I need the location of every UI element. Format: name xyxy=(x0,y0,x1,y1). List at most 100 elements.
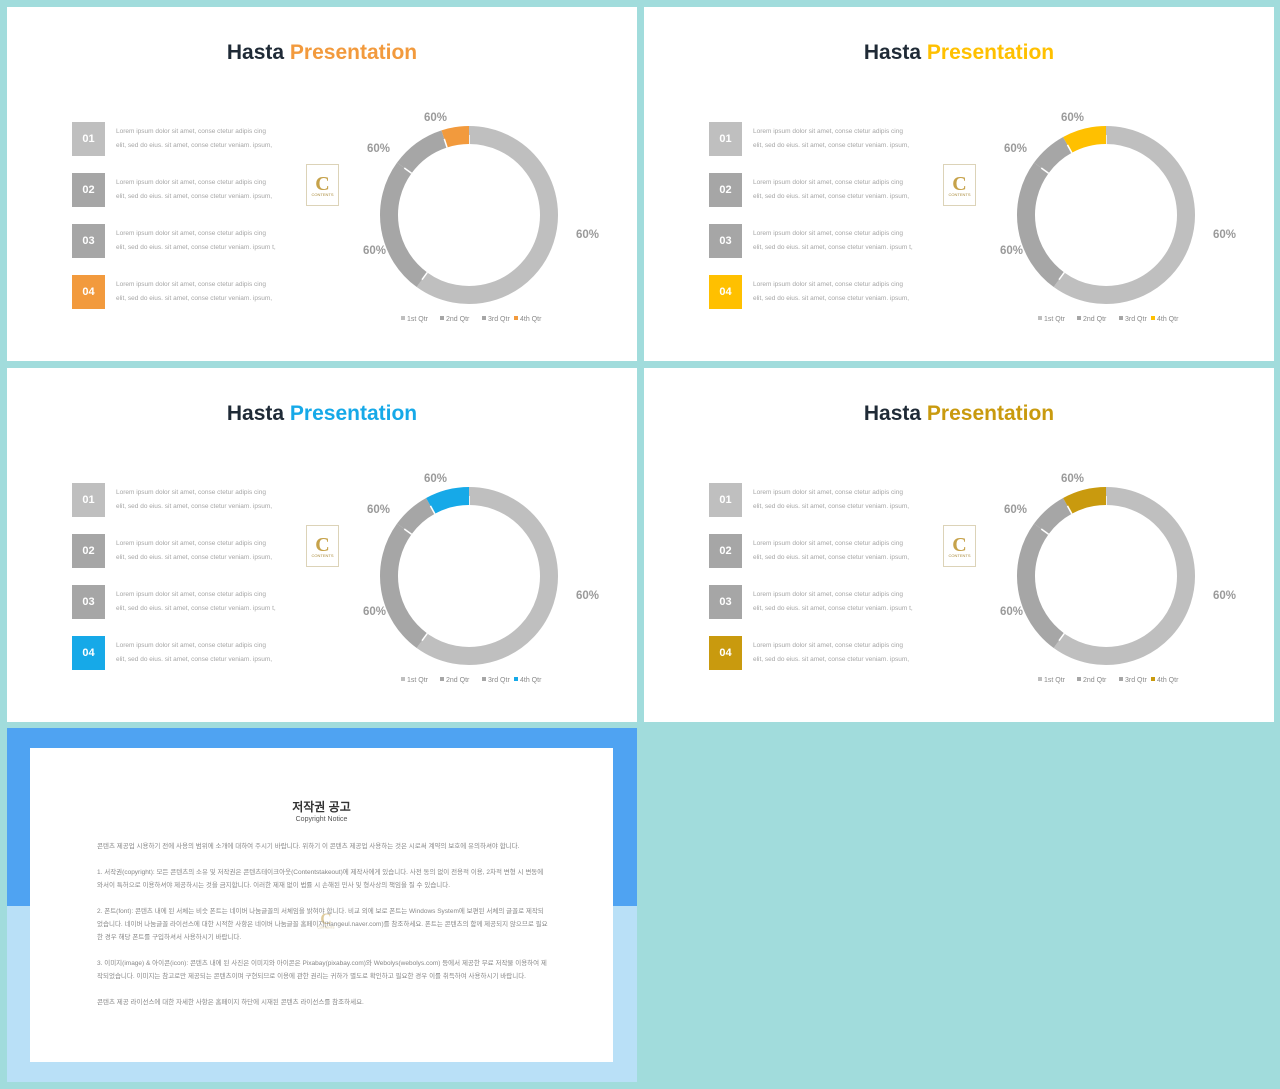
donut-chart: 60% 60% 60% 60% 1st Qtr 2nd Qtr 3rd Qtr 4th Qtr xyxy=(974,97,1274,337)
donut-chart-svg: 60% 60% 60% 60% 1st Qtr 2nd Qtr 3rd Qtr 4th Qtr xyxy=(1000,473,1236,684)
list-item: 03 Lorem ipsum dolor sit amet, conse ctet… xyxy=(72,224,332,258)
item-number-badge: 01 xyxy=(72,122,105,156)
donut-slice xyxy=(396,130,448,174)
item-number-badge: 02 xyxy=(72,534,105,568)
title-part-1: Hasta xyxy=(226,41,285,64)
slide-4[interactable]: Hasta Presentation 01 Lorem ipsum dolor s… xyxy=(644,368,1274,722)
item-line-1: Lorem ipsum dolor sit amet, conse ctetur… xyxy=(753,179,903,186)
copyright-card: 저작권 공고 Copyright Notice C CONTENTS 콘텐츠 제공… xyxy=(30,748,613,1062)
copyright-paragraph: 콘텐츠 제공업 시용하기 전에 사용의 범위에 소개에 대하여 주시기 바랍니다… xyxy=(97,843,520,850)
item-text: Lorem ipsum dolor sit amet, conse ctetur… xyxy=(753,486,953,514)
legend-item: 2nd Qtr xyxy=(440,316,470,323)
slice-separator xyxy=(1066,144,1073,154)
legend-label: 2nd Qtr xyxy=(446,677,470,684)
item-text: Lorem ipsum dolor sit amet, conse ctetur… xyxy=(116,486,316,514)
list-item: 01 Lorem ipsum dolor sit amet, conse ctet… xyxy=(72,122,332,156)
list-item: 03 Lorem ipsum dolor sit amet, conse ctet… xyxy=(709,585,969,619)
data-label: 60% xyxy=(576,590,599,602)
item-line-2: elit, sed do eius. sit amet, conse ctetu… xyxy=(753,554,910,561)
item-line-1: Lorem ipsum dolor sit amet, conse ctetur… xyxy=(753,540,903,547)
data-label: 60% xyxy=(576,229,599,241)
donut-slice xyxy=(416,126,558,304)
contents-logo-icon: C CONTENTS xyxy=(943,164,976,206)
legend-item: 2nd Qtr xyxy=(1077,316,1107,323)
slide-2[interactable]: Hasta Presentation 01 Lorem ipsum dolor s… xyxy=(644,7,1274,361)
slice-separator xyxy=(403,167,413,174)
title-part-1: Hasta xyxy=(863,402,922,425)
donut-chart-svg: 60% 60% 60% 60% 1st Qtr 2nd Qtr 3rd Qtr 4th Qtr xyxy=(1000,112,1236,323)
item-text: Lorem ipsum dolor sit amet, conse ctetur… xyxy=(753,227,953,255)
legend-label: 1st Qtr xyxy=(407,677,429,684)
legend-label: 3rd Qtr xyxy=(1125,316,1147,323)
item-line-1: Lorem ipsum dolor sit amet, conse ctetur… xyxy=(753,642,903,649)
item-text: Lorem ipsum dolor sit amet, conse ctetur… xyxy=(753,125,953,153)
logo-word: CONTENTS xyxy=(312,192,334,197)
slide-title: Hasta Presentation xyxy=(7,402,637,426)
list-item: 03 Lorem ipsum dolor sit amet, conse ctet… xyxy=(709,224,969,258)
legend-item: 1st Qtr xyxy=(1038,316,1066,323)
slice-separator xyxy=(1040,528,1050,535)
slide-title: Hasta Presentation xyxy=(644,41,1274,65)
donut-slice xyxy=(1063,126,1107,153)
item-text: Lorem ipsum dolor sit amet, conse ctetur… xyxy=(116,588,316,616)
item-text: Lorem ipsum dolor sit amet, conse ctetur… xyxy=(753,537,953,565)
logo-letter: C xyxy=(315,534,329,556)
legend-swatch xyxy=(1151,677,1155,681)
item-line-2: elit, sed do eius. sit amet, conse ctetu… xyxy=(753,142,910,149)
legend-swatch xyxy=(482,316,486,320)
legend-label: 1st Qtr xyxy=(407,316,429,323)
item-text: Lorem ipsum dolor sit amet, conse ctetur… xyxy=(116,125,316,153)
copyright-body: 콘텐츠 제공업 시용하기 전에 사용의 범위에 소개에 대하여 주시기 바랍니다… xyxy=(97,840,549,1022)
item-number-badge: 03 xyxy=(709,585,742,619)
item-number-badge: 03 xyxy=(72,585,105,619)
item-text: Lorem ipsum dolor sit amet, conse ctetur… xyxy=(753,639,953,667)
legend-item: 1st Qtr xyxy=(401,677,429,684)
data-label: 60% xyxy=(1061,473,1084,485)
slide-title: Hasta Presentation xyxy=(644,402,1274,426)
item-line-1: Lorem ipsum dolor sit amet, conse ctetur… xyxy=(753,591,903,598)
item-line-2: elit, sed do eius. sit amet, conse ctetu… xyxy=(753,295,910,302)
legend-item: 4th Qtr xyxy=(1151,316,1179,323)
copyright-paragraph: 2. 폰트(font): 콘텐츠 내에 된 서체는 비슷 폰트는 네이버 나눔글… xyxy=(97,908,548,941)
item-text: Lorem ipsum dolor sit amet, conse ctetur… xyxy=(116,639,316,667)
legend-swatch xyxy=(1119,677,1123,681)
data-label: 60% xyxy=(424,112,447,124)
donut-slice xyxy=(1053,126,1195,304)
logo-word: CONTENTS xyxy=(949,553,971,558)
donut-slice xyxy=(380,162,428,287)
legend-swatch xyxy=(514,316,518,320)
slice-separator xyxy=(403,528,413,535)
item-line-1: Lorem ipsum dolor sit amet, conse ctetur… xyxy=(116,128,266,135)
donut-slice xyxy=(1033,137,1073,174)
copyright-slide[interactable]: 저작권 공고 Copyright Notice C CONTENTS 콘텐츠 제공… xyxy=(7,728,637,1082)
copyright-subtitle: Copyright Notice xyxy=(295,816,348,823)
item-line-1: Lorem ipsum dolor sit amet, conse ctetur… xyxy=(116,230,266,237)
item-line-2: elit, sed do eius. sit amet, conse ctetu… xyxy=(753,605,913,612)
item-line-1: Lorem ipsum dolor sit amet, conse ctetur… xyxy=(753,128,903,135)
legend-item: 4th Qtr xyxy=(1151,677,1179,684)
slice-separator xyxy=(421,271,428,281)
item-line-1: Lorem ipsum dolor sit amet, conse ctetur… xyxy=(116,540,266,547)
copyright-title: 저작권 공고 xyxy=(292,800,351,814)
item-line-2: elit, sed do eius. sit amet, conse ctetu… xyxy=(116,656,273,663)
legend-item: 1st Qtr xyxy=(401,316,429,323)
legend-label: 4th Qtr xyxy=(520,677,542,684)
list-item: 01 Lorem ipsum dolor sit amet, conse ctet… xyxy=(709,122,969,156)
donut-slice xyxy=(441,126,470,148)
data-label: 60% xyxy=(1000,245,1023,257)
logo-word: CONTENTS xyxy=(949,192,971,197)
item-line-1: Lorem ipsum dolor sit amet, conse ctetur… xyxy=(116,179,266,186)
donut-slice xyxy=(380,523,428,648)
list-item: 04 Lorem ipsum dolor sit amet, conse ctet… xyxy=(709,636,969,670)
donut-chart-svg: 60% 60% 60% 60% 1st Qtr 2nd Qtr 3rd Qtr 4th Qtr xyxy=(363,473,599,684)
item-line-2: elit, sed do eius. sit amet, conse ctetu… xyxy=(116,605,276,612)
item-line-1: Lorem ipsum dolor sit amet, conse ctetur… xyxy=(116,489,266,496)
slide-1[interactable]: Hasta Presentation 01 Lorem ipsum dolor s… xyxy=(7,7,637,361)
slide-3[interactable]: Hasta Presentation 01 Lorem ipsum dolor s… xyxy=(7,368,637,722)
title-part-2: Presentation xyxy=(926,41,1055,64)
slice-separator xyxy=(443,138,448,148)
donut-slice xyxy=(426,487,470,514)
